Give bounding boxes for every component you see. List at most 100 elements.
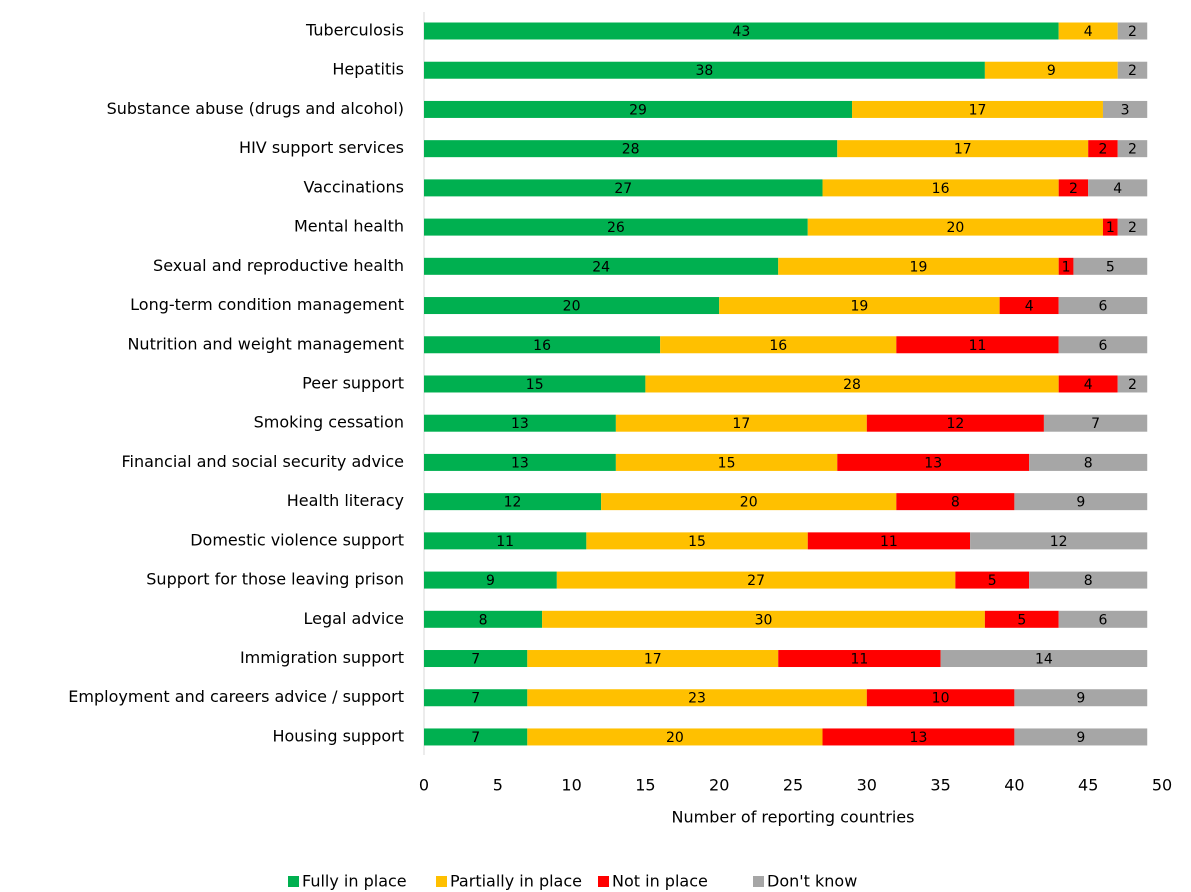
bar-segment <box>424 257 779 275</box>
data-label: 2 <box>1069 181 1078 197</box>
data-label: 7 <box>1091 416 1100 432</box>
y-tick-label: Long-term condition management <box>130 295 404 314</box>
data-label: 4 <box>1025 299 1034 315</box>
bar-segment <box>1014 728 1148 746</box>
data-label: 6 <box>1098 338 1107 354</box>
bar-segment <box>852 100 1103 118</box>
x-tick-label: 0 <box>419 776 429 795</box>
y-tick-label: Vaccinations <box>304 177 404 196</box>
y-tick-label: Domestic violence support <box>190 530 404 549</box>
bar-segment <box>424 610 543 628</box>
data-label: 12 <box>1050 534 1068 550</box>
bar-segment <box>1043 414 1148 432</box>
legend-swatch <box>436 876 447 887</box>
bar-segment <box>645 375 1059 393</box>
bar-segment <box>527 728 823 746</box>
bar-segment <box>1058 610 1148 628</box>
data-label: 29 <box>629 102 647 118</box>
data-label: 15 <box>526 377 544 393</box>
x-tick-label: 25 <box>783 776 803 795</box>
legend-swatch <box>288 876 299 887</box>
data-label: 20 <box>946 220 964 236</box>
legend-label: Partially in place <box>450 872 582 891</box>
data-label: 11 <box>969 338 987 354</box>
data-label: 11 <box>496 534 514 550</box>
bar-segment <box>866 689 1015 707</box>
bar-segment <box>1014 689 1148 707</box>
y-tick-label: Sexual and reproductive health <box>153 256 404 275</box>
bar-segment <box>601 493 897 511</box>
data-label: 1 <box>1106 220 1115 236</box>
data-label: 2 <box>1128 377 1137 393</box>
data-label: 12 <box>946 416 964 432</box>
bar-segment <box>1117 61 1148 79</box>
bar-segment <box>837 140 1089 158</box>
data-label: 3 <box>1121 102 1130 118</box>
bar-segment <box>822 179 1059 197</box>
bar-segment <box>940 650 1148 668</box>
bar-segment <box>615 414 867 432</box>
y-tick-label: Mental health <box>294 217 404 236</box>
bar-segment <box>719 297 1000 315</box>
data-label: 30 <box>755 612 773 628</box>
data-label: 13 <box>511 416 529 432</box>
y-tick-label: Housing support <box>272 726 404 745</box>
bar-segment <box>424 61 985 79</box>
data-label: 9 <box>486 573 495 589</box>
data-label: 43 <box>732 24 750 40</box>
bar-segment <box>424 100 853 118</box>
y-tick-label: Smoking cessation <box>254 413 404 432</box>
x-tick-label: 30 <box>857 776 877 795</box>
data-label: 20 <box>666 730 684 746</box>
legend-swatch <box>598 876 609 887</box>
x-axis-label: Number of reporting countries <box>672 808 915 827</box>
data-label: 11 <box>880 534 898 550</box>
y-tick-label: Nutrition and weight management <box>127 334 404 353</box>
bar-segment <box>778 650 941 668</box>
y-tick-label: Legal advice <box>304 609 404 628</box>
bar-segment <box>424 728 528 746</box>
data-label: 4 <box>1084 377 1093 393</box>
bar-segment <box>1117 218 1148 236</box>
data-label: 6 <box>1098 299 1107 315</box>
data-label: 26 <box>607 220 625 236</box>
bar-segment <box>527 650 779 668</box>
data-label: 13 <box>511 455 529 471</box>
bar-segment <box>984 61 1118 79</box>
data-label: 17 <box>644 652 662 668</box>
bar-segment <box>1058 336 1148 354</box>
data-label: 7 <box>471 691 480 707</box>
bar-segment <box>1102 218 1118 236</box>
data-label: 19 <box>910 259 928 275</box>
data-label: 2 <box>1128 220 1137 236</box>
legend-label: Not in place <box>612 872 708 891</box>
data-label: 2 <box>1128 142 1137 158</box>
data-label: 19 <box>851 299 869 315</box>
bar-segment <box>424 414 616 432</box>
bar-segment <box>1117 22 1148 40</box>
data-label: 20 <box>563 299 581 315</box>
y-tick-label: Health literacy <box>287 491 404 510</box>
y-tick-label: Employment and careers advice / support <box>68 687 404 706</box>
bar-segment <box>424 453 616 471</box>
data-label: 27 <box>614 181 632 197</box>
bar-segment <box>822 728 1015 746</box>
bar-segment <box>542 610 985 628</box>
data-label: 13 <box>910 730 928 746</box>
bar-segment <box>1058 22 1118 40</box>
data-label: 16 <box>769 338 787 354</box>
x-tick-label: 45 <box>1078 776 1098 795</box>
bar-segment <box>1029 571 1148 589</box>
data-label: 5 <box>988 573 997 589</box>
data-label: 2 <box>1128 24 1137 40</box>
bar-segment <box>424 179 823 197</box>
bar-segment <box>807 218 1103 236</box>
bar-segment <box>1029 453 1148 471</box>
bar-segment <box>955 571 1030 589</box>
legend-label: Don't know <box>767 872 857 891</box>
data-label: 9 <box>1076 495 1085 511</box>
data-label: 6 <box>1098 612 1107 628</box>
bar-segment <box>1117 140 1148 158</box>
bar-segment <box>778 257 1059 275</box>
data-label: 17 <box>732 416 750 432</box>
